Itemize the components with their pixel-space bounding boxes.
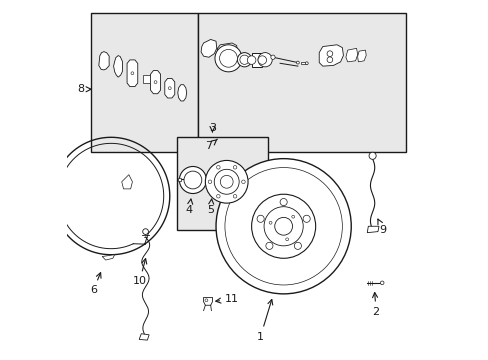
Polygon shape (203, 297, 212, 305)
Text: 6: 6 (90, 273, 101, 295)
Polygon shape (113, 55, 122, 77)
Circle shape (215, 45, 242, 72)
Polygon shape (319, 45, 343, 66)
Bar (143, 75, 149, 82)
Polygon shape (122, 175, 132, 189)
Polygon shape (201, 40, 216, 57)
Circle shape (208, 180, 211, 184)
Circle shape (270, 55, 275, 59)
Polygon shape (102, 255, 114, 260)
Bar (177, 137, 267, 230)
Circle shape (264, 207, 303, 246)
Text: 10: 10 (132, 258, 146, 287)
Circle shape (326, 57, 332, 63)
Circle shape (168, 87, 171, 90)
Circle shape (251, 194, 315, 258)
Polygon shape (150, 71, 160, 94)
Text: 5: 5 (207, 199, 214, 215)
Polygon shape (357, 50, 366, 62)
Polygon shape (345, 48, 357, 62)
Circle shape (280, 198, 286, 206)
Polygon shape (366, 226, 378, 233)
Bar (251, 53, 262, 67)
Circle shape (296, 61, 299, 64)
Polygon shape (217, 43, 237, 63)
Text: 8: 8 (77, 84, 91, 94)
Circle shape (241, 180, 244, 184)
Circle shape (204, 299, 207, 302)
Text: 9: 9 (377, 219, 386, 235)
Circle shape (294, 242, 301, 249)
Polygon shape (178, 85, 186, 101)
Circle shape (258, 56, 266, 64)
Circle shape (233, 166, 236, 169)
Circle shape (305, 62, 307, 65)
Circle shape (220, 175, 233, 188)
Polygon shape (139, 334, 149, 340)
Circle shape (247, 56, 255, 64)
Circle shape (216, 194, 220, 198)
Circle shape (214, 169, 239, 194)
Circle shape (285, 238, 288, 241)
Circle shape (142, 229, 148, 234)
Bar (301, 62, 305, 64)
Circle shape (224, 167, 342, 285)
Circle shape (303, 215, 309, 222)
Circle shape (233, 194, 236, 198)
Circle shape (205, 161, 247, 203)
Circle shape (219, 49, 237, 67)
Circle shape (380, 281, 383, 285)
Bar (177, 178, 181, 181)
Text: 7: 7 (205, 139, 217, 151)
Circle shape (326, 51, 332, 57)
Circle shape (291, 215, 294, 218)
Circle shape (240, 55, 248, 64)
Polygon shape (164, 78, 174, 98)
Circle shape (274, 217, 292, 235)
Circle shape (237, 53, 251, 67)
Text: 3: 3 (208, 123, 216, 134)
Text: 2: 2 (372, 293, 379, 317)
Text: 1: 1 (257, 300, 272, 342)
Circle shape (131, 72, 134, 75)
Bar (198, 13, 406, 152)
Bar (91, 13, 198, 152)
Circle shape (179, 166, 206, 194)
Text: 11: 11 (215, 294, 239, 304)
Circle shape (265, 242, 272, 249)
Polygon shape (127, 60, 138, 87)
Circle shape (257, 215, 264, 222)
Polygon shape (99, 51, 109, 70)
Circle shape (154, 81, 157, 84)
Circle shape (258, 53, 272, 67)
Circle shape (216, 159, 350, 294)
Circle shape (183, 171, 202, 189)
Text: 4: 4 (185, 199, 192, 215)
Circle shape (216, 166, 220, 169)
Circle shape (368, 152, 375, 159)
Circle shape (268, 221, 271, 224)
